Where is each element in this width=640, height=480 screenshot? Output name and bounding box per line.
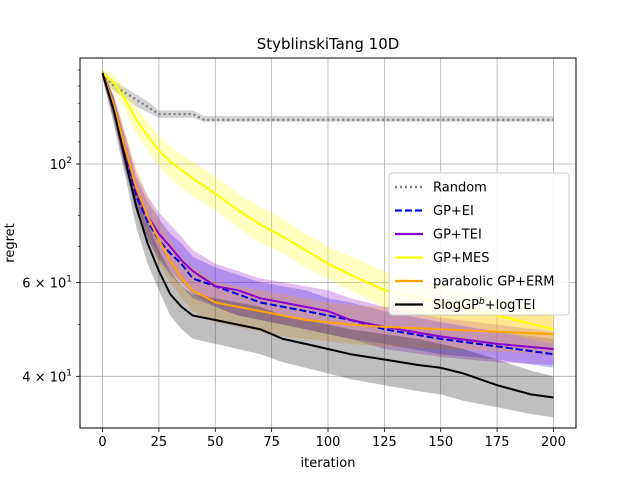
y-tick-label: 102 [50, 156, 72, 173]
x-tick-label: 200 [541, 435, 566, 450]
band-parabolic-gp-erm [102, 70, 554, 355]
legend-box [388, 172, 570, 316]
band-gp-mes [102, 70, 554, 344]
legend-label: Random [433, 181, 487, 196]
x-tick-label: 150 [428, 435, 453, 450]
y-tick-label: 6 × 101 [22, 274, 72, 291]
band-gp-tei [102, 70, 554, 365]
x-tick-label: 75 [263, 435, 280, 450]
band-gp-ei [102, 70, 554, 368]
legend-label: GP+MES [433, 251, 490, 266]
legend: Random GP+EI GP+TEI GP+MES parabolic GP+ERM S… [388, 172, 570, 316]
line-gp-ei [101, 72, 554, 356]
x-tick-label: 125 [372, 435, 397, 450]
band-random [102, 70, 554, 122]
line-gp-mes [101, 72, 554, 331]
legend-label: parabolic GP+ERM [433, 275, 555, 290]
x-tick-label: 0 [98, 435, 106, 450]
band-sloggp-b-logtei [102, 70, 554, 418]
legend-label: GP+TEI [433, 228, 482, 243]
y-axis-label: regret [3, 223, 18, 262]
confidence-bands [102, 70, 554, 418]
x-tick-label: 25 [151, 435, 168, 450]
axis-ticks: 0 25 50 75 100 125 150 175 200 102 6 × 101 4 × 101 [22, 69, 566, 450]
legend-label: GP+EI [433, 204, 474, 219]
line-random [101, 72, 554, 121]
x-axis-label: iteration [301, 456, 356, 471]
x-tick-label: 175 [485, 435, 510, 450]
line-parabolic-gp-erm [101, 72, 554, 336]
chart-title: StyblinskiTang 10D [257, 35, 400, 53]
line-sloggp-b-logtei [101, 72, 554, 399]
series-lines [101, 72, 554, 399]
legend-label: SlogGPb+logTEI [433, 297, 535, 313]
y-tick-label: 4 × 101 [22, 368, 72, 385]
x-tick-label: 100 [316, 435, 341, 450]
x-tick-label: 50 [207, 435, 224, 450]
